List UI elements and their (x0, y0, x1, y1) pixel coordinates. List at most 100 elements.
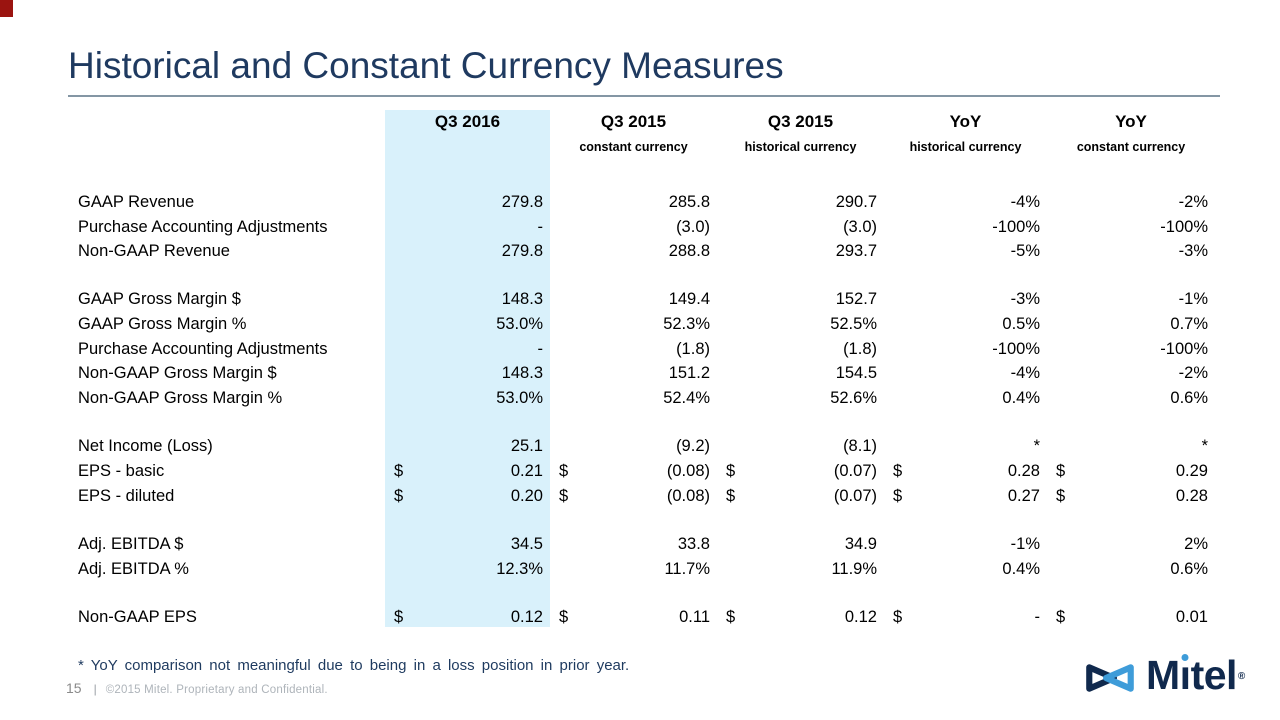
cell-value: 148.3 (501, 364, 543, 383)
table-cell: -4% (884, 362, 1047, 387)
cell-value: 11.9% (831, 559, 877, 578)
cell-value: 52.6% (830, 389, 877, 408)
table-cell: 11.7% (550, 557, 717, 582)
cell-currency-symbol: $ (726, 607, 736, 626)
footer-separator: | (93, 682, 97, 696)
table-cell: -4% (884, 190, 1047, 215)
footnote: * YoY comparison not meaningful due to b… (78, 657, 630, 674)
table-cell: 0.6% (1047, 557, 1215, 582)
cell-value: -3% (1010, 290, 1040, 309)
table-cell: -100% (1047, 215, 1215, 240)
table-cell: (9.2) (550, 435, 717, 460)
cell-value: * (1033, 437, 1040, 456)
table-cell: $0.12 (385, 605, 550, 630)
row-group: Non-GAAP EPS $0.12 $0.11 $0.12 $ - $0.01 (78, 605, 1215, 630)
row-label: Adj. EBITDA % (78, 559, 189, 578)
table-cell: $0.20 (385, 484, 550, 509)
table-cell: -5% (884, 239, 1047, 264)
cell-value: 34.9 (844, 534, 877, 553)
table-cell: $ (0.07) (717, 459, 884, 484)
table-cell: $0.29 (1047, 459, 1215, 484)
table-cell: -100% (884, 337, 1047, 362)
row-label: GAAP Revenue (78, 192, 195, 211)
cell-value: 53.0% (496, 315, 543, 334)
table-cell: $ (0.07) (717, 484, 884, 509)
column-header: Q3 2015 constant currency (550, 112, 717, 154)
column-header-period: YoY (949, 112, 982, 131)
cell-currency-symbol: $ (893, 607, 903, 626)
table-header-row: Q3 2016 Q3 2015 constant currency Q3 2015 hi… (78, 112, 1215, 154)
row-label: Non-GAAP Revenue (78, 242, 230, 261)
cell-currency-symbol: $ (559, 462, 569, 481)
cell-value: -5% (1010, 242, 1040, 261)
table-row: Purchase Accounting Adjustments - (1.8) (1.… (78, 337, 1215, 362)
column-header-period: YoY (1115, 112, 1147, 131)
cell-value: 0.21 (510, 462, 543, 481)
cell-value: - (537, 217, 544, 236)
q3-2016-highlight-column (385, 110, 550, 627)
cell-value: - (1034, 607, 1041, 626)
table-cell: * (1047, 435, 1215, 460)
row-group: Adj. EBITDA $34.5 33.8 34.9 -1% 2% Adj. EBITD… (78, 532, 1215, 581)
table-row: Non-GAAP EPS $0.12 $0.11 $0.12 $ - $0.01 (78, 605, 1215, 630)
cell-value: (0.08) (666, 486, 710, 505)
row-label: Non-GAAP Gross Margin % (78, 389, 283, 408)
cell-value: -4% (1010, 364, 1040, 383)
cell-value: 149.4 (668, 290, 710, 309)
table-cell: 12.3% (385, 557, 550, 582)
cell-value: -4% (1010, 192, 1040, 211)
row-group: Net Income (Loss) 25.1 (9.2) (8.1) * * EPS - b… (78, 435, 1215, 509)
cell-value: 0.6% (1170, 559, 1208, 578)
cell-value: * (1201, 437, 1208, 456)
cell-currency-symbol: $ (394, 486, 404, 505)
table-cell: 288.8 (550, 239, 717, 264)
column-header-period: Q3 2015 (600, 112, 667, 131)
cell-value: (1.8) (843, 339, 877, 358)
cell-value: 154.5 (835, 364, 877, 383)
cell-value: 0.12 (844, 607, 877, 626)
cell-value: (0.08) (666, 462, 710, 481)
column-header-currency-basis: historical currency (744, 140, 857, 154)
cell-value: (9.2) (676, 437, 710, 456)
cell-value: 0.29 (1175, 462, 1208, 481)
cell-currency-symbol: $ (1056, 486, 1066, 505)
row-label: Net Income (Loss) (78, 437, 213, 456)
column-header-currency-basis: historical currency (909, 140, 1022, 154)
column-header: Q3 2015 historical currency (717, 112, 884, 154)
cell-value: 288.8 (668, 242, 710, 261)
table-cell: $ - (884, 605, 1047, 630)
table-cell: 0.7% (1047, 312, 1215, 337)
table-row: GAAP Revenue 279.8 285.8 290.7 -4% -2% (78, 190, 1215, 215)
row-label: Non-GAAP Gross Margin $ (78, 364, 277, 383)
row-group: GAAP Revenue 279.8 285.8 290.7 -4% -2% Purchas… (78, 190, 1215, 264)
table-cell: 152.7 (717, 288, 884, 313)
cell-value: 34.5 (510, 534, 543, 553)
cell-value: (3.0) (676, 217, 710, 236)
table-cell: 34.5 (385, 532, 550, 557)
cell-value: 52.3% (663, 315, 710, 334)
title-underline (68, 95, 1220, 97)
cell-value: 52.4% (663, 389, 710, 408)
cell-value: 0.01 (1175, 607, 1208, 626)
row-label: Purchase Accounting Adjustments (78, 339, 328, 358)
table-cell: (3.0) (550, 215, 717, 240)
column-header: Q3 2016 (385, 112, 550, 154)
cell-value: 290.7 (835, 192, 877, 211)
table-cell: (8.1) (717, 435, 884, 460)
cell-value: -3% (1178, 242, 1208, 261)
row-group-gap (78, 264, 1215, 288)
cell-value: -2% (1178, 192, 1208, 211)
table-cell: $0.28 (884, 459, 1047, 484)
table-cell: $0.28 (1047, 484, 1215, 509)
table-cell: -100% (884, 215, 1047, 240)
table-cell: - (385, 337, 550, 362)
cell-value: 0.4% (1002, 559, 1040, 578)
cell-value: 2% (1184, 534, 1208, 553)
table-cell: 0.4% (884, 557, 1047, 582)
table-cell: 0.5% (884, 312, 1047, 337)
cell-currency-symbol: $ (1056, 462, 1066, 481)
logo-letter-m: M (1146, 652, 1180, 698)
cell-value: 0.12 (510, 607, 543, 626)
